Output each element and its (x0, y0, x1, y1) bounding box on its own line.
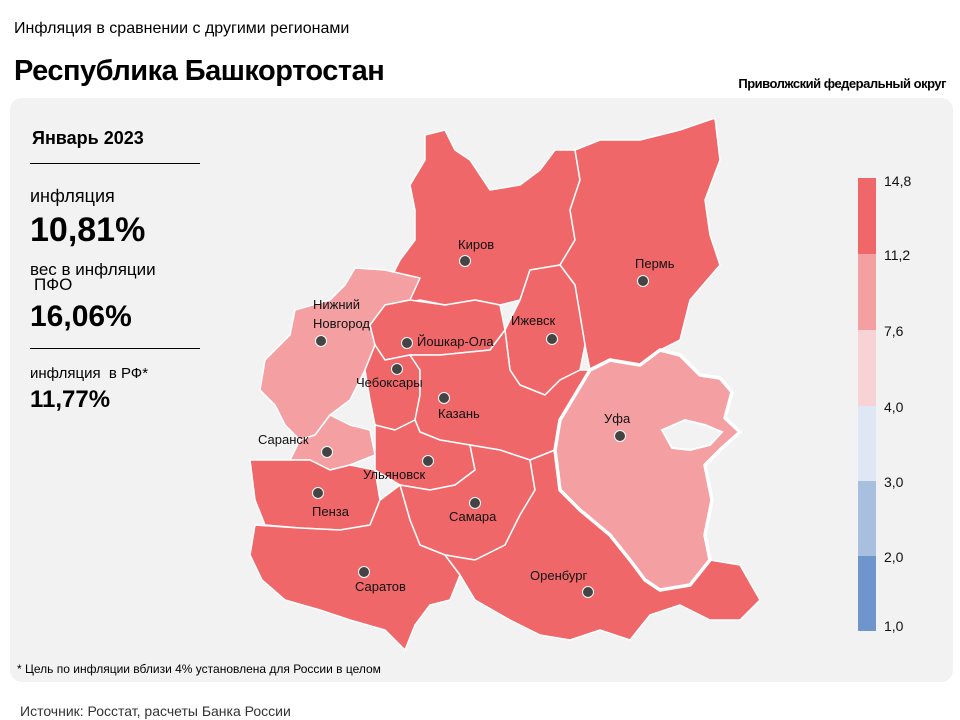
weight-label: вес в инфляции ПФО (30, 260, 200, 300)
city-label-yoshkar-ola: Йошкар-Ола (417, 334, 494, 349)
city-label-perm: Пермь (635, 256, 675, 271)
legend-swatch-5 (858, 481, 876, 556)
city-label-nizhny-1: Нижний (313, 297, 360, 312)
city-marker-saratov[interactable] (358, 566, 370, 578)
legend-swatch-6 (858, 556, 876, 631)
legend-tick-2: 11,2 (884, 247, 910, 263)
region-perm[interactable] (559, 117, 721, 371)
inflation-value: 10,81% (30, 211, 146, 249)
region-bashkortostan[interactable] (553, 348, 742, 592)
weight-label-text: вес в инфляции (30, 260, 156, 279)
rf-label-text: инфляция (30, 365, 101, 382)
inflation-label: инфляция (30, 186, 115, 206)
divider (30, 163, 200, 164)
city-label-kirov: Киров (458, 237, 494, 252)
city-marker-nizhny[interactable] (315, 335, 327, 347)
city-marker-perm[interactable] (637, 275, 649, 287)
weight-label-suffix: ПФО (34, 275, 73, 294)
city-label-ufa: Уфа (604, 411, 631, 426)
city-label-penza: Пенза (312, 504, 350, 519)
legend: 14,8 11,2 7,6 4,0 3,0 2,0 1,0 (858, 173, 911, 634)
rf-label-suffix: в РФ* (108, 365, 149, 382)
legend-tick-7: 1,0 (884, 618, 904, 634)
region-saratov[interactable] (249, 484, 461, 651)
city-marker-cheboksary[interactable] (391, 363, 403, 375)
source-note: Источник: Росстат, расчеты Банка России (20, 703, 291, 719)
stats-panel: Январь 2023 инфляция 10,81% вес в инфляц… (30, 128, 200, 414)
period-label: Январь 2023 (32, 128, 144, 148)
city-marker-penza[interactable] (312, 487, 324, 499)
city-marker-saransk[interactable] (321, 446, 333, 458)
city-label-samara: Самара (449, 509, 497, 524)
legend-swatch-4 (858, 406, 876, 481)
city-label-izhevsk: Ижевск (511, 313, 556, 328)
weight-value: 16,06% (30, 300, 132, 333)
legend-swatch-3 (858, 330, 876, 406)
city-marker-kazan[interactable] (438, 392, 450, 404)
city-marker-kirov[interactable] (459, 255, 471, 267)
city-marker-samara[interactable] (469, 497, 481, 509)
city-marker-izhevsk[interactable] (546, 333, 558, 345)
legend-tick-6: 2,0 (884, 549, 904, 565)
region-inner-boundary (660, 418, 724, 452)
rf-inflation-label: инфляция в РФ* (30, 365, 200, 382)
city-label-nizhny-2: Новгород (313, 316, 370, 331)
city-marker-orenburg[interactable] (582, 586, 594, 598)
subtitle: Инфляция в сравнении с другими регионами (14, 20, 350, 37)
footnote: * Цель по инфляции вблизи 4% установлена… (17, 662, 381, 676)
legend-tick-3: 7,6 (884, 323, 904, 339)
legend-swatch-2 (858, 254, 876, 330)
district-label: Приволжский федеральный округ (738, 76, 946, 91)
legend-swatch-1 (858, 178, 876, 254)
city-marker-ulyanovsk[interactable] (422, 455, 434, 467)
city-label-kazan: Казань (438, 406, 480, 421)
legend-tick-1: 14,8 (884, 173, 911, 189)
city-label-saransk: Саранск (258, 432, 309, 447)
city-marker-ufa[interactable] (614, 430, 626, 442)
rf-inflation-value: 11,77% (30, 386, 111, 413)
legend-tick-5: 3,0 (884, 474, 904, 490)
city-label-orenburg: Оренбург (530, 568, 587, 583)
city-label-saratov: Саратов (355, 579, 406, 594)
legend-tick-4: 4,0 (884, 399, 904, 415)
city-label-cheboksary: Чебоксары (356, 375, 423, 390)
page-title: Республика Башкортостан (14, 55, 385, 87)
city-marker-yoshkar-ola[interactable] (401, 337, 413, 349)
city-label-ulyanovsk: Ульяновск (363, 467, 425, 482)
divider (30, 348, 200, 349)
